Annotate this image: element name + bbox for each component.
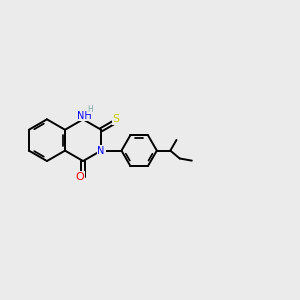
Text: S: S (112, 114, 120, 124)
Text: N: N (98, 146, 105, 156)
Text: NH: NH (77, 111, 92, 121)
Text: O: O (76, 172, 85, 182)
Text: H: H (88, 104, 93, 113)
